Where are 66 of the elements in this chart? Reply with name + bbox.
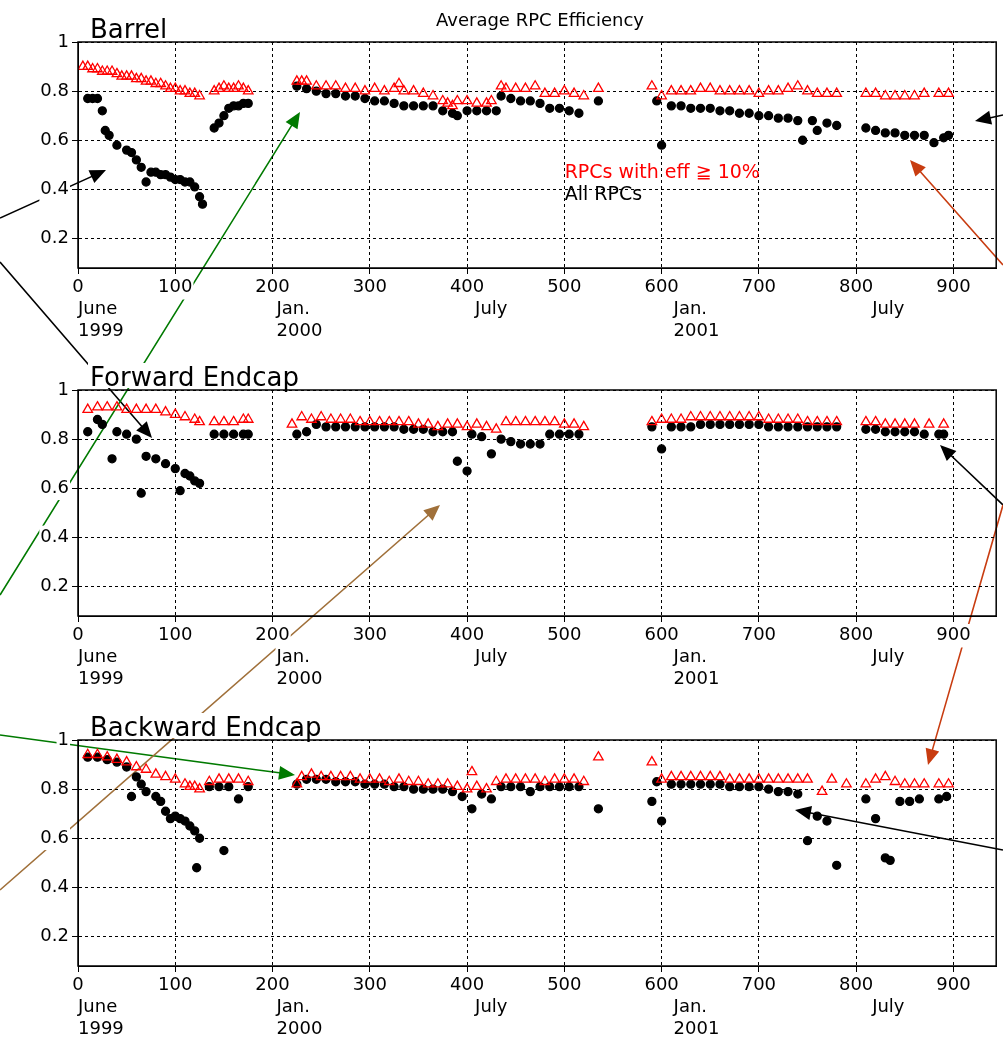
y-tick-label: 0.2 xyxy=(40,574,69,596)
y-tick-label: 0.4 xyxy=(40,525,69,547)
text: June 1999 xyxy=(77,994,124,1038)
text: June 1999 xyxy=(77,296,124,340)
text: June 1999 xyxy=(77,644,124,688)
x-tick-label: 500 xyxy=(547,275,582,297)
y-tick-label: 0.8 xyxy=(40,426,69,448)
text: Jan. 2000 xyxy=(275,994,323,1038)
x-tick-label: 300 xyxy=(352,275,387,297)
y-tick-label: 0.8 xyxy=(40,78,69,100)
x-tick-label: 500 xyxy=(547,973,582,995)
chart-title: Forward Endcap xyxy=(90,362,299,392)
x-tick-label: 0 xyxy=(72,623,84,645)
x-tick-label: 200 xyxy=(255,623,290,645)
y-tick-label: 0.2 xyxy=(40,226,69,248)
x-tick-label: 700 xyxy=(741,275,777,297)
x-tick-label: 300 xyxy=(352,973,387,995)
x-tick-label: 700 xyxy=(741,623,777,645)
x-tick-label: 500 xyxy=(547,623,582,645)
text: Jan. 2000 xyxy=(275,644,323,688)
text: Jan. 2001 xyxy=(672,644,720,688)
x-tick-label: 600 xyxy=(644,275,679,297)
x-tick-label: 600 xyxy=(644,623,679,645)
text: Jan. 2001 xyxy=(672,296,720,340)
chart-title: Barrel xyxy=(90,14,168,44)
text: All RPCs xyxy=(564,182,643,205)
x-tick-label: 600 xyxy=(644,973,679,995)
y-tick-label: 0.2 xyxy=(40,924,69,946)
text: July xyxy=(474,296,508,318)
x-tick-label: 900 xyxy=(936,623,971,645)
y-tick-label: 0.6 xyxy=(40,825,69,847)
text: Jan. 2000 xyxy=(275,296,323,340)
x-tick-label: 100 xyxy=(158,275,193,297)
x-tick-label: 400 xyxy=(449,623,485,645)
y-tick-label: 1 xyxy=(57,29,69,51)
x-tick-label: 800 xyxy=(838,623,874,645)
text: July xyxy=(871,296,905,318)
x-tick-label: 400 xyxy=(449,973,485,995)
y-tick-label: 0.8 xyxy=(40,776,69,798)
text: July xyxy=(474,994,508,1016)
text: RPCs with eff ≧ 10% xyxy=(564,160,760,183)
x-tick-label: 700 xyxy=(741,973,777,995)
x-tick-label: 200 xyxy=(255,275,290,297)
x-tick-label: 0 xyxy=(72,275,84,297)
text: July xyxy=(871,994,905,1016)
text: Jan. 2001 xyxy=(672,994,720,1038)
x-tick-label: 900 xyxy=(936,275,971,297)
y-tick-label: 1 xyxy=(57,727,69,749)
x-tick-label: 100 xyxy=(158,973,193,995)
x-tick-label: 800 xyxy=(838,275,874,297)
x-tick-label: 300 xyxy=(352,623,387,645)
x-tick-label: 100 xyxy=(158,623,193,645)
chart-title: Backward Endcap xyxy=(90,712,322,742)
y-tick-label: 0.4 xyxy=(40,875,69,897)
x-tick-label: 900 xyxy=(936,973,971,995)
x-tick-label: 400 xyxy=(449,275,485,297)
x-tick-label: 800 xyxy=(838,973,874,995)
y-tick-label: 0.6 xyxy=(40,127,69,149)
text: July xyxy=(474,644,508,666)
text: July xyxy=(871,644,905,666)
y-tick-label: 0.4 xyxy=(40,177,69,199)
text: Average RPC Efficiency xyxy=(436,9,645,30)
x-tick-label: 0 xyxy=(72,973,84,995)
x-tick-label: 200 xyxy=(255,973,290,995)
y-tick-label: 1 xyxy=(57,377,69,399)
y-tick-label: 0.6 xyxy=(40,475,69,497)
